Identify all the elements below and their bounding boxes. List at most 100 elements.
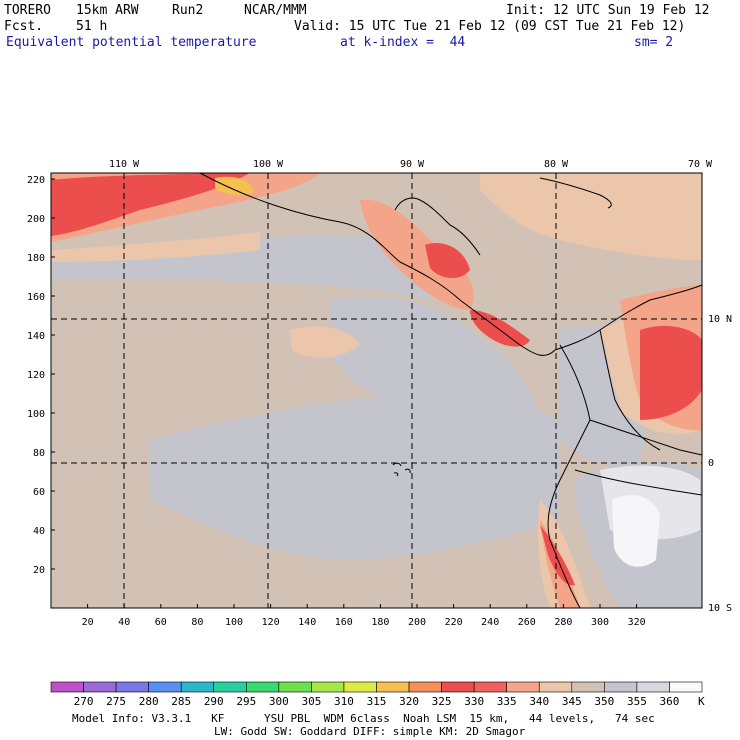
colorbar-swatch [180,681,215,693]
colorbar-swatch [148,681,182,693]
colorbar-label: 270 [74,695,94,708]
field-red-venezuela [640,325,702,420]
field-tan-east-pacific [290,326,360,358]
map-frame [50,172,703,609]
y-tick-label: 80 [33,448,45,459]
colorbar: 270 275 280 285 290 295 300 305 310 315 320 325 330 3… [50,681,703,708]
lon-label-110w: 110 W [109,159,140,170]
colorbar-swatch [50,681,84,693]
x-tick-label: 60 [155,617,167,628]
colorbar-swatch [376,681,410,693]
colorbar-label: 300 [269,695,289,708]
header-smoothing: sm= 2 [634,35,674,50]
coast-yucatan [394,197,481,256]
colorbar-label: 330 [464,695,484,708]
field-orange-mexico-coast [215,176,255,196]
lon-label-90w: 90 W [400,159,425,170]
coast-caribbean-islands [539,177,612,209]
colorbar-swatch [506,681,540,693]
coast-south-america-west [547,344,591,609]
colorbar-swatch [571,681,605,693]
colorbar-label: 290 [204,695,224,708]
map-field [51,173,702,608]
header-field: Equivalent potential temperature [6,35,257,50]
colorbar-label: 325 [432,695,452,708]
header-valid: Valid: 15 UTC Tue 21 Feb 12 (09 CST Tue … [294,19,686,34]
colorbar-swatch [311,681,345,693]
border-colombia-venezuela [599,329,661,451]
y-tick-label: 200 [27,214,45,225]
y-tick-label: 220 [27,175,45,186]
colorbar-swatch [636,681,670,693]
colorbar-label: 280 [139,695,159,708]
coast-central-america [199,172,703,356]
colorbar-label: 310 [334,695,354,708]
colorbar-label: 295 [236,695,256,708]
field-grey-band-south [150,394,560,560]
border-peru-north [574,469,703,496]
lon-label-70w: 70 W [688,159,713,170]
colorbar-swatch [246,681,280,693]
lon-label-80w: 80 W [544,159,569,170]
colorbar-swatch [669,681,703,693]
y-tick-label: 20 [33,565,45,576]
y-tick-label: 140 [27,331,45,342]
colorbar-swatch [278,681,312,693]
galapagos-islands [392,462,411,477]
x-tick-label: 100 [225,617,243,628]
colorbar-label: 345 [562,695,582,708]
y-tick-label: 120 [27,370,45,381]
lat-label-10s: 10 S [708,603,732,614]
x-tick-label: 120 [262,617,280,628]
colorbar-swatch [604,681,638,693]
colorbar-swatch [473,681,507,693]
colorbar-swatch [115,681,149,693]
field-grey-band-central [330,297,540,440]
graticule [51,173,702,608]
field-red-honduras [425,242,470,279]
field-white-patch [612,495,660,567]
colorbar-swatch [441,681,475,693]
header-run: Run2 [172,3,204,18]
x-tick-label: 200 [408,617,426,628]
colorbar-label: 305 [301,695,321,708]
colorbar-swatch [408,681,442,693]
y-tick-label: 100 [27,409,45,420]
field-tan-peru-coast [538,500,590,608]
x-tick-label: 260 [518,617,536,628]
field-tan-caribbean [480,173,702,260]
colorbar-label: 360 [660,695,680,708]
x-tick-label: 240 [481,617,499,628]
colorbar-label: 340 [529,695,549,708]
x-tick-label: 220 [445,617,463,628]
colorbar-swatch [213,681,247,693]
field-red-northwest [51,173,250,236]
colorbar-unit: K [698,695,705,708]
border-ecuador-colombia [589,419,703,456]
colorbar-swatch [343,681,377,693]
y-tick-label: 60 [33,487,45,498]
header-level: at k-index = 44 [340,35,466,50]
x-tick-label: 320 [628,617,646,628]
header-fcst-value: 51 h [76,19,108,34]
colorbar-label: 320 [399,695,419,708]
header-model: TORERO [4,3,51,18]
lat-labels: 10 N 0 10 S [708,314,732,614]
colorbar-label: 350 [594,695,614,708]
x-index-ticks: 20 40 60 80 100 120 140 160 180 200 220 240 260 280 30… [82,604,646,628]
y-tick-label: 180 [27,253,45,264]
footer-model-info: Model Info: V3.3.1 KF YSU PBL WDM 6class… [72,712,655,725]
header-resolution: 15km ARW [76,3,139,18]
x-tick-label: 140 [298,617,316,628]
x-tick-label: 80 [191,617,203,628]
colorbar-label: 355 [627,695,647,708]
lon-label-100w: 100 W [253,159,284,170]
x-tick-label: 280 [554,617,572,628]
colorbar-swatch [83,681,117,693]
lat-label-eq: 0 [708,458,714,469]
y-tick-label: 40 [33,526,45,537]
header-fcst-label: Fcst. [4,19,44,34]
lon-labels: 110 W 100 W 90 W 80 W 70 W [109,159,713,170]
field-tan-north [51,232,260,262]
x-tick-label: 40 [118,617,130,628]
